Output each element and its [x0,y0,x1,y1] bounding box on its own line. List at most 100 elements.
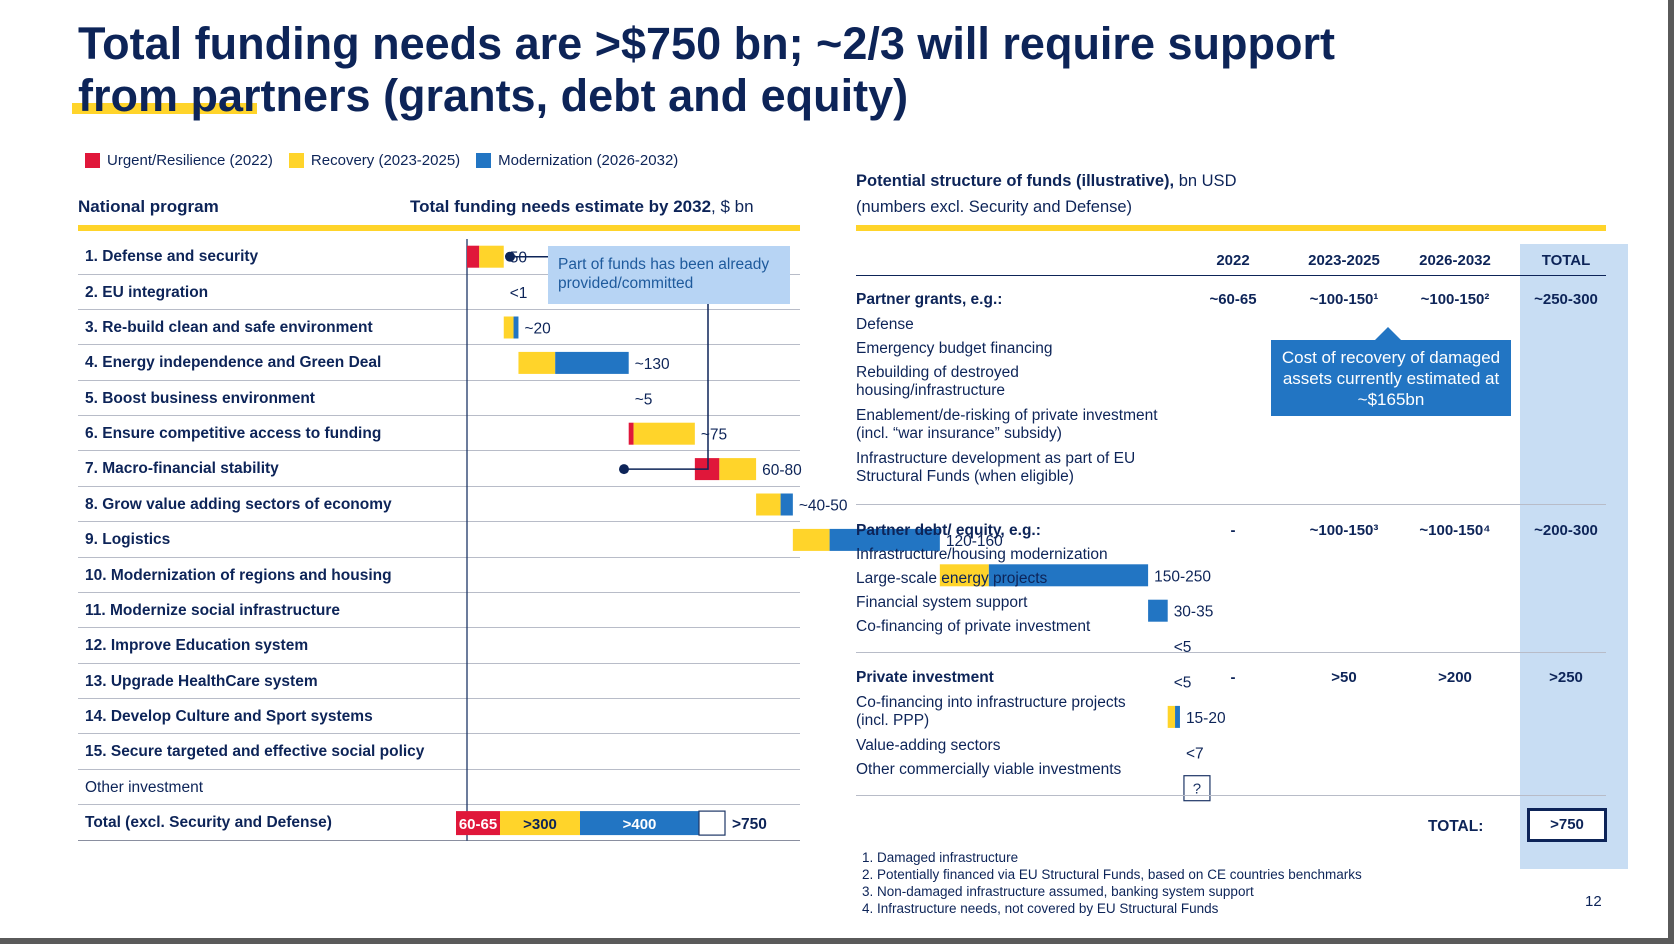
bar-segment-modernization [1175,705,1180,728]
row-label-15: 15. Secure targeted and effective social… [85,743,425,760]
bar-segment-recovery [792,528,830,551]
bar-segment-modernization [1148,599,1168,622]
debt-value-2022: - [1230,522,1236,539]
grants-item-emergency-budget: Emergency budget financing [856,340,1053,357]
private-item-infrastructure: Co-financing into infrastructure project… [856,694,1126,729]
row-separator [78,627,800,628]
column-header-estimate-title: Total funding needs estimate by 2032 [410,197,712,216]
page-number: 12 [1585,893,1602,910]
total-bar-unknown-segment [698,810,726,836]
legend-label-recovery: Recovery (2023-2025) [310,152,461,169]
row-label-other: Other investment [85,779,204,796]
row-separator [78,486,800,487]
section-title-private-investment: Private investment [856,669,994,686]
grants-value-2026-2032: ~100-150² [1420,291,1490,308]
total-bar-segment-1 [500,811,580,836]
legend-label-modernization: Modernization (2026-2032) [498,152,679,169]
row-label-9: 9. Logistics [85,531,171,548]
total-bar-segment-0 [456,811,500,836]
grants-item-eu-structural: Infrastructure development as part of EU… [856,450,1136,485]
bar-segment-recovery [633,422,695,445]
bar-segment-modernization [988,564,1149,587]
bar-segment-recovery [518,351,556,374]
row-label-5: 5. Boost business environment [85,390,315,407]
row-separator [78,698,800,699]
column-header-2022: 2022 [1216,252,1250,269]
title-accent-underline [72,103,257,114]
bar-value-label: 120-160 [946,533,1003,550]
grants-value-total: ~250-300 [1534,291,1598,308]
row-separator [78,450,800,451]
debt-value-2026-2032: ~100-150⁴ [1419,522,1491,539]
row-separator [78,663,800,664]
total-value-label: >750 [732,816,767,833]
bar-segment-modernization [555,351,629,374]
row-separator [78,415,800,416]
grand-total-label: TOTAL: [1428,818,1484,835]
total-bar-segment-label: >400 [623,816,657,833]
row-label-7: 7. Macro-financial stability [85,460,279,477]
row-label-14: 14. Develop Culture and Sport systems [85,708,373,725]
row-separator [78,274,800,275]
legend-swatch-recovery [288,153,304,168]
bar-value-label: <1 [510,285,528,302]
bar-segment-urgentresilience [628,422,634,445]
column-header-program: National program [78,197,219,216]
page-title: Total funding needs are >$750 bn; ~2/3 w… [78,18,1378,122]
bar-value-label: <5 [1174,639,1192,656]
row-label-4: 4. Energy independence and Green Deal [85,354,382,371]
bar-value-label: ? [1193,781,1201,798]
column-header-estimate-unit: , $ bn [711,197,754,216]
private-item-other: Other commercially viable investments [856,761,1122,778]
row-separator [78,380,800,381]
left-header-rule [78,225,800,231]
footnote-3: 3. Non-damaged infrastructure assumed, b… [862,884,1254,899]
total-bar-segment-label: 60-65 [459,816,497,833]
bar-segment-modernization [829,528,940,551]
right-header-title: Potential structure of funds (illustrati… [856,172,1175,190]
footnote-4: 4. Infrastructure needs, not covered by … [862,901,1219,916]
footnote-2: 2. Potentially financed via EU Structura… [862,867,1362,882]
debt-value-2023-2025: ~100-150³ [1309,522,1379,539]
row-separator [78,769,800,770]
total-bar-segment-2 [580,811,699,836]
total-column-highlight [1520,244,1628,869]
right-header-subtitle: (numbers excl. Security and Defense) [856,198,1133,216]
debt-item-financial-system: Financial system support [856,594,1028,611]
grants-value-2022: ~60-65 [1209,291,1257,308]
legend-item-recovery: Recovery (2023-2025) [288,152,461,169]
bar-segment-recovery [719,458,757,481]
bar-segment-recovery [756,493,781,516]
footnotes: 1. Damaged infrastructure 2. Potentially… [862,849,1362,917]
private-item-value-adding: Value-adding sectors [856,737,1001,754]
row-separator-bottom [78,840,800,841]
row-label-11: 11. Modernize social infrastructure [85,602,340,619]
right-header-rule [856,225,1606,231]
private-value-2023-2025: >50 [1331,669,1357,686]
legend-swatch-modernization [476,153,492,168]
window-edge-right [1668,0,1674,944]
row-label-2: 2. EU integration [85,284,209,301]
page-title-line-2: from partners (grants, debt and equity) [78,70,909,121]
row-label-10: 10. Modernization of regions and housing [85,567,392,584]
committed-connector-line [624,304,709,470]
row-separator [78,804,800,805]
total-bar-segment-label: >300 [523,816,557,833]
bar-value-label: ~40-50 [799,498,848,515]
row-separator [78,592,800,593]
bar-value-label: ~20 [524,321,551,338]
grants-item-enablement: Enablement/de-risking of private investm… [856,407,1158,442]
recovery-callout-pointer [1374,327,1402,341]
grants-value-2023-2025: ~100-150¹ [1309,291,1379,308]
row-separator [78,521,800,522]
row-label-total: Total (excl. Security and Defense) [85,814,332,831]
row-separator [78,309,800,310]
recovery-cost-callout: Cost of recovery of damaged assets curre… [1271,340,1511,416]
row-label-1: 1. Defense and security [85,248,259,265]
bar-value-label: ~130 [635,356,670,373]
right-header-unit: bn USD [1174,172,1237,190]
column-header-total: TOTAL [1541,252,1591,269]
section-separator [856,652,1606,653]
chart-legend: Urgent/Resilience (2022) Recovery (2023-… [85,152,678,169]
debt-item-energy: Large-scale energy projects [856,570,1048,587]
